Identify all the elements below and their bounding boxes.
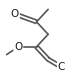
Text: O: O [14, 42, 22, 52]
Text: O: O [11, 9, 19, 19]
Text: C: C [58, 62, 65, 72]
